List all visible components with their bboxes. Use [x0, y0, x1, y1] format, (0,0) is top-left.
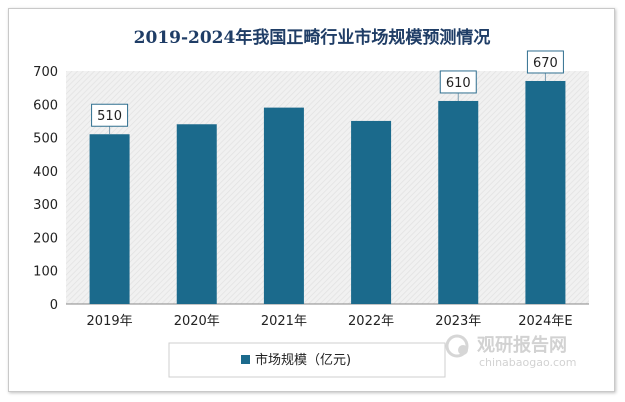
data-label-box [526, 50, 564, 74]
legend-box [168, 342, 446, 378]
legend-swatch [241, 355, 250, 364]
x-tick-label: 2021年 [261, 314, 307, 329]
x-axis: 2019年 2020年 2021年 2022年 2023年 2024年E [87, 314, 573, 329]
bar-series [89, 80, 566, 304]
bar-4 [438, 100, 479, 304]
data-label-callout: 610 [439, 70, 477, 101]
data-label-text: 610 [446, 76, 471, 91]
data-label-text: 510 [97, 109, 122, 124]
chart-title: 2019-2024年我国正畸行业市场规模预测情况 [134, 27, 491, 48]
data-labels: 510 610 670 [91, 50, 564, 135]
bar-5 [525, 80, 566, 304]
y-tick-label: 100 [33, 265, 58, 280]
y-tick-label: 400 [33, 165, 58, 180]
y-tick-label: 0 [50, 298, 58, 313]
x-tick-label: 2022年 [348, 314, 394, 329]
bar-chart: 2019-2024年我国正畸行业市场规模预测情况 0 100 200 300 400 50… [33, 27, 589, 378]
watermark-logo [445, 334, 469, 358]
watermark-cn: 观研报告网 [477, 334, 567, 356]
bar-1 [176, 124, 217, 304]
y-axis: 0 100 200 300 400 500 600 700 [33, 65, 58, 313]
y-tick-label: 300 [33, 198, 58, 213]
x-tick-label: 2019年 [87, 314, 133, 329]
y-tick-label: 600 [33, 98, 58, 113]
data-label-box [91, 103, 129, 127]
data-label-callout: 670 [526, 50, 564, 81]
plot-area [66, 71, 589, 304]
x-tick-label: 2020年 [174, 314, 220, 329]
bar-3 [351, 120, 392, 304]
data-label-box [439, 70, 477, 94]
x-tick-label: 2023年 [435, 314, 481, 329]
y-tick-label: 200 [33, 231, 58, 246]
chart-frame: 2019-2024年我国正畸行业市场规模预测情况 0 100 200 300 400 50… [8, 8, 615, 392]
x-tick-label: 2024年E [518, 314, 572, 329]
watermark: 观研报告网 chinabaogao.com [445, 334, 577, 369]
bar-0 [89, 134, 130, 304]
bar-2 [263, 107, 304, 304]
data-label-callout: 510 [91, 103, 129, 135]
data-label-text: 670 [533, 56, 558, 71]
watermark-en: chinabaogao.com [479, 356, 577, 369]
y-tick-label: 500 [33, 132, 58, 147]
y-tick-label: 700 [33, 65, 58, 80]
legend-label: 市场规模（亿元) [255, 352, 351, 368]
legend: 市场规模（亿元) [168, 342, 446, 378]
